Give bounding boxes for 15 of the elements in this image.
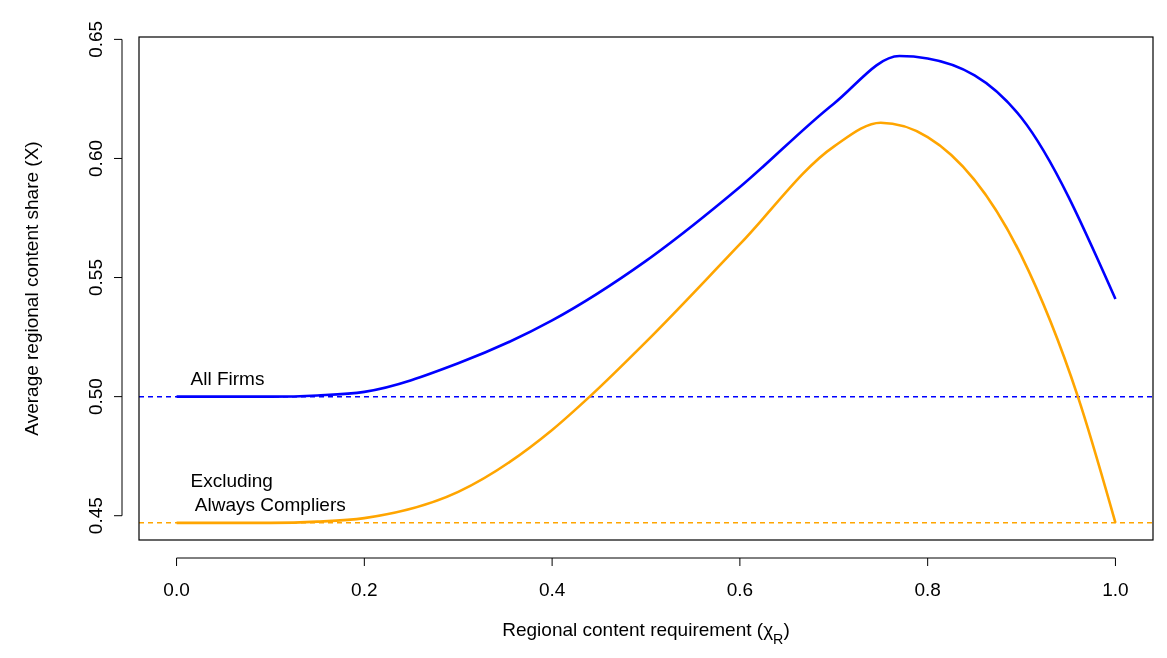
series-label: Excluding Always Compliers: [190, 469, 346, 515]
x-tick-label: 0.6: [726, 579, 754, 600]
x-axis-title: Regional content requirement (χ$_{R}$): [502, 619, 790, 647]
x-tick-label: 0.4: [538, 579, 566, 600]
x-tick-label: 0.8: [914, 579, 941, 600]
y-tick-label: 0.65: [85, 20, 106, 58]
x-tick-label: 1.0: [1102, 579, 1129, 600]
x-tick-label: 0.2: [351, 579, 378, 600]
y-tick-label: 0.50: [85, 378, 106, 416]
y-tick-label: 0.55: [85, 259, 106, 297]
y-tick-label: 0.45: [85, 497, 106, 535]
series-label: All Firms: [190, 367, 265, 389]
x-tick-label: 0.0: [163, 579, 190, 600]
y-tick-label: 0.60: [85, 139, 106, 177]
y-axis-title: Average regional content share (X): [21, 141, 42, 436]
